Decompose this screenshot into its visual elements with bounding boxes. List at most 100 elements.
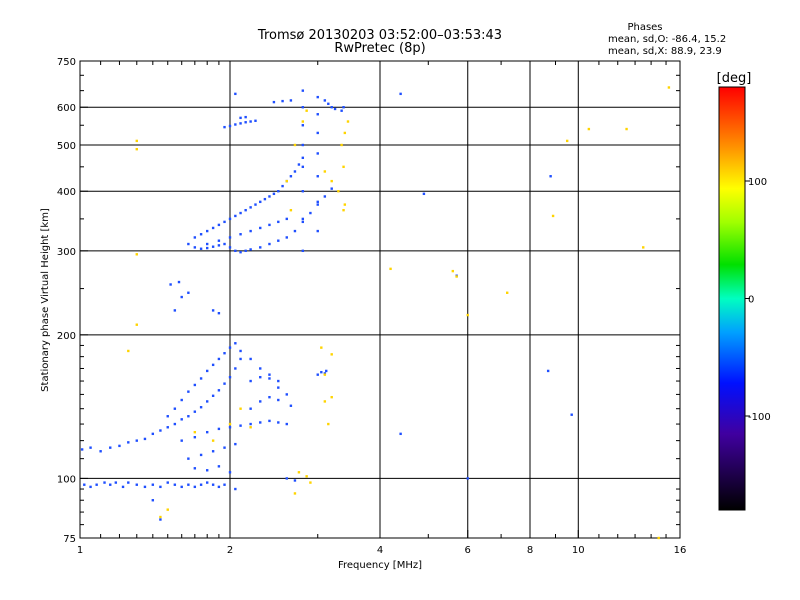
data-point-o-mode	[316, 131, 319, 135]
data-point-o-mode	[342, 106, 345, 109]
data-point-o-mode	[234, 342, 237, 345]
data-point-o-mode	[249, 357, 252, 361]
data-point-o-mode	[199, 406, 203, 409]
data-point-o-mode	[316, 229, 319, 233]
data-point-o-mode	[244, 249, 247, 253]
data-point-o-mode	[199, 233, 203, 236]
data-point-o-mode	[239, 424, 242, 427]
data-point-o-mode	[293, 479, 297, 482]
data-point-o-mode	[244, 208, 247, 212]
data-point-x-mode	[455, 275, 458, 278]
data-point-o-mode	[223, 483, 226, 486]
data-point-o-mode	[309, 211, 312, 215]
data-point-o-mode	[228, 471, 232, 474]
data-point-o-mode	[180, 485, 183, 489]
data-point-o-mode	[114, 481, 118, 484]
data-point-o-mode	[277, 220, 280, 224]
data-point-o-mode	[239, 357, 242, 361]
data-point-o-mode	[301, 220, 305, 224]
data-point-o-mode	[330, 187, 333, 190]
stats-o-line: mean, sd,O: -86.4, 15.2	[608, 34, 726, 45]
data-point-o-mode	[234, 123, 237, 126]
data-point-o-mode	[205, 430, 209, 434]
data-point-o-mode	[239, 116, 242, 120]
data-point-o-mode	[223, 352, 226, 355]
data-point-o-mode	[127, 481, 130, 484]
data-point-x-mode	[323, 400, 327, 403]
data-point-o-mode	[239, 211, 242, 215]
data-point-o-mode	[249, 379, 252, 383]
tick-layer: 1 2 4 6 8 10 16 75 100 200 300 400 500 600 750	[57, 57, 686, 556]
data-point-o-mode	[249, 206, 252, 209]
data-point-o-mode	[89, 446, 92, 449]
data-point-o-mode	[193, 410, 197, 413]
data-point-x-mode	[657, 536, 660, 540]
data-point-o-mode	[217, 427, 221, 431]
colorbar-tick-label: -100	[748, 412, 771, 423]
data-point-o-mode	[151, 483, 155, 486]
data-point-o-mode	[228, 236, 232, 239]
x-tick-label: 6	[465, 545, 471, 556]
data-point-o-mode	[199, 453, 203, 457]
data-point-o-mode	[177, 280, 181, 284]
data-point-o-mode	[211, 245, 215, 248]
data-point-o-mode	[289, 404, 293, 407]
data-point-o-mode	[301, 156, 305, 160]
data-point-o-mode	[187, 415, 190, 418]
data-point-o-mode	[285, 236, 288, 239]
data-point-x-mode	[249, 426, 252, 429]
data-point-x-mode	[327, 422, 330, 426]
data-point-o-mode	[399, 92, 402, 96]
y-tick-label: 75	[63, 534, 76, 545]
data-point-x-mode	[293, 143, 297, 147]
data-point-o-mode	[301, 106, 305, 109]
data-point-o-mode	[285, 477, 288, 480]
data-point-o-mode	[570, 413, 573, 416]
data-point-o-mode	[199, 377, 203, 380]
data-point-o-mode	[259, 367, 262, 370]
data-point-o-mode	[109, 446, 112, 449]
data-point-o-mode	[211, 394, 215, 397]
data-point-o-mode	[249, 407, 252, 410]
data-point-o-mode	[272, 192, 276, 196]
data-point-o-mode	[316, 152, 319, 155]
data-point-o-mode	[268, 377, 271, 380]
data-point-x-mode	[340, 143, 343, 147]
data-point-o-mode	[159, 518, 162, 521]
data-point-o-mode	[217, 485, 221, 489]
data-point-o-mode	[234, 249, 237, 253]
data-point-o-mode	[80, 448, 84, 451]
data-point-x-mode	[330, 395, 333, 399]
data-point-o-mode	[301, 190, 305, 193]
data-point-x-mode	[343, 203, 347, 206]
data-point-o-mode	[301, 124, 305, 127]
data-point-o-mode	[193, 485, 197, 489]
data-point-o-mode	[223, 220, 226, 224]
data-point-o-mode	[277, 239, 280, 242]
data-point-x-mode	[642, 246, 645, 249]
data-point-o-mode	[211, 309, 215, 312]
data-point-o-mode	[259, 200, 262, 204]
data-point-o-mode	[228, 217, 232, 221]
data-point-o-mode	[320, 370, 323, 374]
data-point-x-mode	[389, 267, 392, 271]
data-point-o-mode	[281, 99, 284, 103]
data-point-x-mode	[323, 170, 327, 173]
data-point-o-mode	[211, 483, 215, 486]
data-point-x-mode	[293, 492, 297, 495]
data-point-x-mode	[330, 179, 333, 183]
data-point-x-mode	[193, 430, 197, 434]
data-point-o-mode	[223, 446, 226, 449]
data-point-o-mode	[316, 95, 319, 99]
data-point-x-mode	[551, 214, 555, 218]
data-point-o-mode	[173, 483, 177, 486]
data-point-o-mode	[263, 197, 267, 201]
data-point-o-mode	[205, 469, 209, 472]
data-point-o-mode	[234, 367, 237, 370]
data-point-x-mode	[309, 481, 312, 484]
data-point-o-mode	[211, 363, 215, 367]
data-point-o-mode	[205, 400, 209, 403]
data-point-x-mode	[166, 508, 169, 511]
stats-heading: Phases	[627, 22, 662, 33]
data-point-o-mode	[546, 369, 550, 373]
